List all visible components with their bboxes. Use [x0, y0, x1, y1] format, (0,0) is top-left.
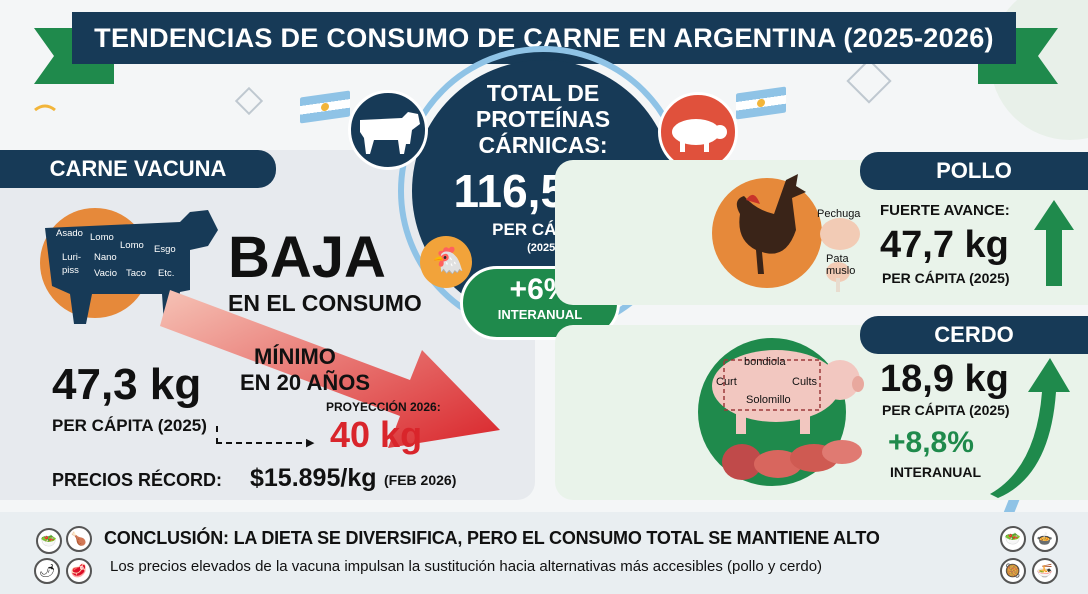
- pollo-tab: POLLO: [860, 152, 1088, 190]
- footer-detail: Los precios elevados de la vacuna impuls…: [110, 558, 823, 575]
- cerdo-per-capita: PER CÁPITA (2025): [882, 402, 1010, 418]
- cut-label: Lomo: [120, 240, 144, 251]
- projection-arrow-icon: ▶: [306, 436, 315, 449]
- pig-illustration-icon: [712, 350, 864, 434]
- vacuna-subheadline: EN EL CONSUMO: [228, 290, 422, 316]
- precios-label: PRECIOS RÉCORD:: [52, 470, 223, 490]
- cut-label: Etc.: [158, 268, 175, 279]
- footer: [0, 512, 1088, 594]
- food-icon: 🍜: [1032, 558, 1058, 584]
- cut-label: Lomo: [90, 232, 114, 243]
- cut-label: piss: [62, 265, 79, 276]
- footer-conclusion: CONCLUSIÓN: LA DIETA SE DIVERSIFICA, PER…: [104, 528, 880, 548]
- cerdo-tab: CERDO: [860, 316, 1088, 354]
- rooster-icon: [736, 174, 806, 274]
- cow-icon: [360, 112, 420, 154]
- pollo-headline: FUERTE AVANCE:: [880, 202, 1010, 219]
- center-year: (2025): [527, 242, 559, 254]
- food-icon: 🥗: [36, 528, 62, 554]
- pollo-value: 47,7 kg: [880, 224, 1009, 266]
- pig-cut-label: Cults: [792, 376, 818, 388]
- food-icon: 🥗: [1000, 526, 1026, 552]
- vacuna-tab: CARNE VACUNA: [0, 150, 276, 188]
- cut-label: Taco: [126, 268, 147, 279]
- projection-label: PROYECCIÓN 2026:: [326, 400, 441, 414]
- arrow-up-icon: [1034, 200, 1074, 286]
- food-icon: 🌶: [34, 558, 60, 584]
- pig-cut-label: Solomillo: [746, 394, 791, 406]
- food-icon: 🍲: [1032, 526, 1058, 552]
- cerdo-value: 18,9 kg: [880, 358, 1009, 400]
- vacuna-per-capita: PER CÁPITA (2025): [52, 416, 207, 435]
- label-muslo: muslo: [826, 265, 856, 277]
- food-icon: 🥩: [66, 558, 92, 584]
- pork-cuts-icon: [722, 440, 862, 480]
- arrow-down-icon: [160, 290, 500, 448]
- center-line1: TOTAL DE: [486, 80, 600, 106]
- vacuna-value: 47,3 kg: [52, 360, 202, 409]
- center-line2: PROTEÍNAS: [475, 106, 611, 132]
- vacuna-headline: BAJA: [228, 225, 386, 290]
- center-line3: CÁRNICAS:: [478, 132, 608, 158]
- cut-label: Luri-: [62, 252, 82, 263]
- food-icon: 🍗: [66, 526, 92, 552]
- label-pechuga: Pechuga: [817, 208, 861, 220]
- precio-value: $15.895/kg: [250, 464, 377, 492]
- arrow-up-icon: [990, 358, 1070, 498]
- label-pata: Pata: [826, 253, 849, 265]
- pig-cut-label: bondiola: [744, 356, 786, 368]
- center-change-label: INTERANUAL: [497, 307, 583, 322]
- cut-label: Asado: [56, 228, 83, 239]
- food-icon: 🥘: [1000, 558, 1026, 584]
- chicken-circle: [420, 236, 472, 288]
- precio-date: (FEB 2026): [384, 472, 457, 488]
- projection-value: 40 kg: [330, 414, 423, 455]
- cut-label: Esgo: [154, 244, 176, 255]
- pollo-per-capita: PER CÁPITA (2025): [882, 270, 1010, 286]
- cerdo-change-label: INTERANUAL: [890, 464, 981, 480]
- chicken-icon: 🐔: [432, 246, 465, 276]
- cerdo-change: +8,8%: [888, 426, 974, 459]
- cut-label: Vacio: [94, 268, 118, 279]
- cut-label: Nano: [94, 252, 117, 263]
- pig-icon: [672, 119, 727, 152]
- chicken-cuts-icon: [820, 218, 860, 292]
- projection-connector: [216, 426, 312, 444]
- pig-cut-label: Curt: [716, 376, 737, 388]
- minimo-line1: MÍNIMO: [254, 344, 336, 369]
- minimo-line2: EN 20 AÑOS: [240, 370, 371, 395]
